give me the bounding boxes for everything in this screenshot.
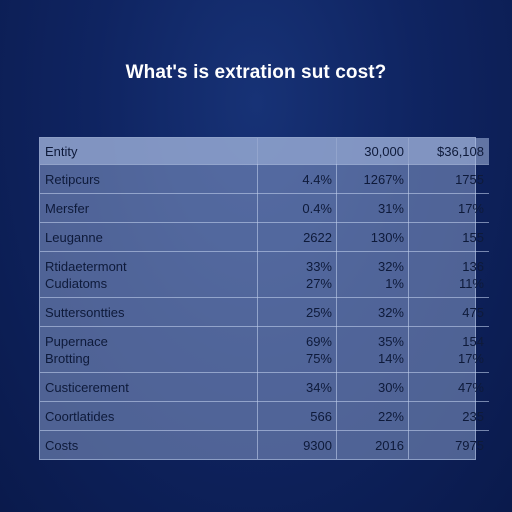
entity-cell-text: Costs — [45, 437, 79, 453]
value-cell-1-text: 0.4% — [302, 200, 332, 216]
value-cell-1: 33% 27% — [257, 251, 337, 298]
table-row: Rtidaetermont Cudiatoms 33% 27% 32% 1% 136 11% — [40, 251, 489, 298]
value-cell-3-text: 154 — [462, 333, 484, 349]
value-cell-1: 0.4% — [257, 193, 337, 223]
value-cell-2-text: 30% — [377, 379, 404, 395]
table-row: Costs 9300 2016 7975 — [40, 430, 490, 460]
value-cell-1: 4.4% — [257, 164, 337, 194]
value-cell-3: 235 — [408, 401, 489, 431]
value-cell-2-text: 1267% — [363, 171, 404, 187]
value-cell-3-text: 155 — [462, 229, 484, 245]
value-cell-2: 2016 — [336, 430, 409, 459]
value-cell-3-text: 136 — [462, 258, 484, 274]
value-cell-3-text: 11% — [458, 275, 484, 291]
entity-cell: Rtidaetermont Cudiatoms — [40, 251, 258, 298]
value-cell-3: 155 — [408, 222, 489, 252]
value-cell-3-text: 235 — [462, 408, 484, 424]
entity-cell-text: Leuganne — [45, 229, 103, 245]
header-cell-entity: Entity — [40, 138, 258, 165]
value-cell-2-text: 130% — [370, 229, 404, 245]
value-cell-1-text: 27% — [305, 275, 332, 291]
table-header-row: Entity 30,000 $36,108 — [40, 138, 489, 165]
entity-cell: Pupernace Brotting — [40, 326, 258, 373]
value-cell-2-text: 14% — [377, 350, 404, 366]
value-cell-1-text: 33% — [305, 258, 332, 274]
table-row: Suttersontties 25% 32% 475 — [40, 297, 489, 327]
value-cell-3: 17% — [408, 193, 489, 223]
entity-cell: Suttersontties — [40, 297, 258, 327]
entity-cell-text: Brotting — [45, 350, 90, 366]
value-cell-1: 9300 — [257, 430, 337, 459]
entity-cell-text: Mersfer — [45, 200, 90, 216]
value-cell-1-text: 69% — [305, 333, 332, 349]
entity-cell-text: Coortlatides — [45, 408, 115, 424]
value-cell-3: 1755 — [408, 164, 489, 194]
entity-cell: Costs — [40, 430, 258, 459]
value-cell-1: 566 — [257, 401, 337, 431]
value-cell-2-text: 32% — [377, 258, 404, 274]
table-row: Mersfer 0.4% 31% 17% — [40, 193, 489, 223]
entity-cell: Leuganne — [40, 222, 258, 252]
cost-table: Entity 30,000 $36,108 Retipcurs 4.4% 1267%… — [39, 137, 489, 460]
value-cell-1-text: 9300 — [303, 437, 332, 453]
value-cell-2-text: 31% — [377, 200, 404, 216]
table-row: Coortlatides 566 22% 235 — [40, 401, 489, 431]
value-cell-2: 1267% — [336, 164, 409, 194]
header-cell-36108: $36,108 — [408, 138, 489, 165]
value-cell-2-text: 2016 — [375, 437, 404, 453]
table-body: Entity 30,000 $36,108 Retipcurs 4.4% 1267%… — [40, 138, 489, 459]
entity-cell: Retipcurs — [40, 164, 258, 194]
value-cell-3-text: 17% — [457, 350, 484, 366]
entity-cell-text: Retipcurs — [45, 171, 100, 187]
value-cell-3-text: 17% — [457, 200, 484, 216]
value-cell-1-text: 4.4% — [302, 171, 332, 187]
value-cell-1-text: 2622 — [303, 229, 332, 245]
value-cell-2-text: 32% — [377, 304, 404, 320]
entity-cell-text: Suttersontties — [45, 304, 125, 320]
value-cell-2: 130% — [336, 222, 409, 252]
header-cell-30000: 30,000 — [336, 138, 409, 165]
entity-cell-text: Cudiatoms — [45, 275, 108, 291]
value-cell-2: 31% — [336, 193, 409, 223]
value-cell-3-text: 7975 — [455, 437, 484, 453]
table-row: Leuganne 2622 130% 155 — [40, 222, 489, 252]
value-cell-2: 30% — [336, 372, 409, 402]
value-cell-3-text: 475 — [462, 304, 484, 320]
entity-cell: Custicerement — [40, 372, 258, 402]
value-cell-2-text: 22% — [377, 408, 404, 424]
value-cell-3: 7975 — [409, 431, 490, 460]
header-cell-blank — [257, 138, 337, 165]
value-cell-2-text: 1% — [385, 275, 404, 291]
entity-cell: Mersfer — [40, 193, 258, 223]
value-cell-3-text: 1755 — [455, 171, 484, 187]
entity-cell-text: Rtidaetermont — [45, 258, 127, 274]
value-cell-2: 22% — [336, 401, 409, 431]
chart-title: What's is extration sut cost? — [125, 62, 387, 83]
value-cell-3: 475 — [408, 297, 489, 327]
value-cell-3-text: 47% — [457, 379, 484, 395]
table-row: Retipcurs 4.4% 1267% 1755 — [40, 164, 489, 194]
cost-table-grid: Entity 30,000 $36,108 Retipcurs 4.4% 1267%… — [40, 138, 489, 459]
value-cell-1: 34% — [257, 372, 337, 402]
value-cell-3: 154 17% — [408, 326, 489, 373]
value-cell-2-text: 35% — [377, 333, 404, 349]
value-cell-1: 69% 75% — [257, 326, 337, 373]
value-cell-1-text: 25% — [305, 304, 332, 320]
entity-cell-text: Custicerement — [45, 379, 129, 395]
value-cell-1-text: 34% — [305, 379, 332, 395]
value-cell-1: 2622 — [257, 222, 337, 252]
table-row: Custicerement 34% 30% 47% — [40, 372, 489, 402]
value-cell-1: 25% — [257, 297, 337, 327]
entity-cell: Coortlatides — [40, 401, 258, 431]
value-cell-1-text: 75% — [305, 350, 332, 366]
entity-cell-text: Pupernace — [45, 333, 108, 349]
value-cell-2: 32% 1% — [336, 251, 409, 298]
value-cell-2: 32% — [336, 297, 409, 327]
value-cell-2: 35% 14% — [336, 326, 409, 373]
value-cell-3: 47% — [408, 372, 489, 402]
value-cell-3: 136 11% — [408, 251, 489, 298]
table-row: Pupernace Brotting 69% 75% 35% 14% 154 17% — [40, 326, 489, 373]
value-cell-1-text: 566 — [310, 408, 332, 424]
